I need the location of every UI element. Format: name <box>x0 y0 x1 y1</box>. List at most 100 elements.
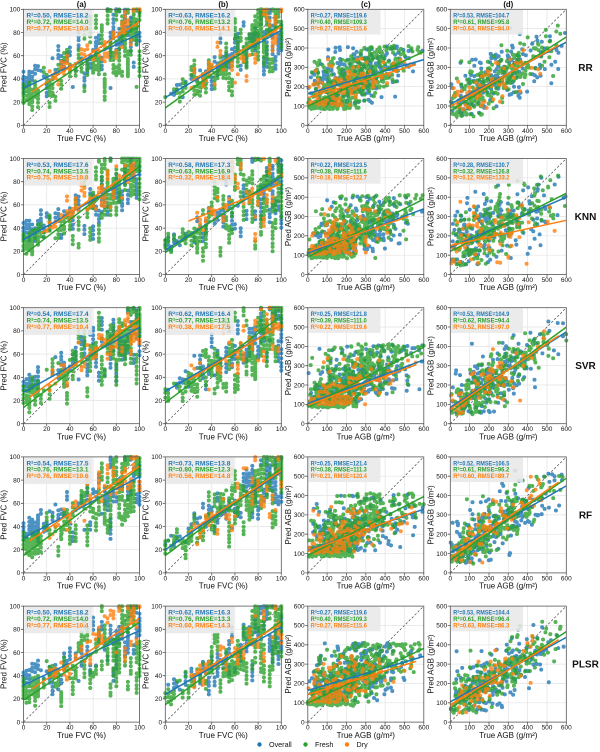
svg-text:R²=0.27, RMSE=115.6: R²=0.27, RMSE=115.6 <box>311 622 367 629</box>
svg-text:R²=0.73, RMSE=13.8: R²=0.73, RMSE=13.8 <box>168 460 231 467</box>
svg-text:20: 20 <box>13 99 21 106</box>
svg-text:True AGB (g/m²): True AGB (g/m²) <box>337 432 396 441</box>
svg-text:60: 60 <box>13 202 21 209</box>
svg-text:R²=0.72, RMSE=14.0: R²=0.72, RMSE=14.0 <box>27 616 90 623</box>
svg-text:60: 60 <box>231 725 239 732</box>
svg-text:True FVC (%): True FVC (%) <box>199 582 248 591</box>
svg-text:80: 80 <box>254 426 262 433</box>
svg-text:R²=0.60, RMSE=89.7: R²=0.60, RMSE=89.7 <box>453 473 509 480</box>
svg-text:0: 0 <box>306 725 310 732</box>
svg-text:0: 0 <box>17 421 21 428</box>
svg-text:300: 300 <box>360 725 371 732</box>
svg-text:R²=0.75, RMSE=10.8: R²=0.75, RMSE=10.8 <box>27 175 90 182</box>
svg-text:80: 80 <box>113 426 121 433</box>
svg-text:300: 300 <box>436 512 447 519</box>
svg-text:0: 0 <box>163 426 167 433</box>
svg-text:300: 300 <box>294 512 305 519</box>
svg-text:60: 60 <box>13 650 21 657</box>
svg-text:R²=0.38, RMSE=111.6: R²=0.38, RMSE=111.6 <box>311 168 367 175</box>
svg-text:60: 60 <box>231 426 239 433</box>
svg-text:100: 100 <box>9 305 20 312</box>
svg-text:R²=0.53, RMSE=104.9: R²=0.53, RMSE=104.9 <box>453 311 509 318</box>
svg-text:100: 100 <box>294 700 305 707</box>
svg-text:R²=0.56, RMSE=14.8: R²=0.56, RMSE=14.8 <box>168 473 231 480</box>
svg-text:500: 500 <box>542 128 553 135</box>
svg-text:R²=0.18, RMSE=122.7: R²=0.18, RMSE=122.7 <box>311 175 367 182</box>
svg-text:60: 60 <box>89 725 97 732</box>
svg-text:500: 500 <box>436 623 447 630</box>
svg-text:200: 200 <box>341 725 352 732</box>
svg-text:0: 0 <box>448 128 452 135</box>
svg-text:500: 500 <box>399 128 410 135</box>
svg-text:20: 20 <box>155 547 163 554</box>
svg-text:Pred FVC (%): Pred FVC (%) <box>0 191 9 241</box>
svg-text:40: 40 <box>208 426 216 433</box>
svg-text:R²=0.60, RMSE=14.1: R²=0.60, RMSE=14.1 <box>168 26 231 33</box>
svg-text:500: 500 <box>436 175 447 182</box>
svg-text:R²=0.77, RMSE=10.4: R²=0.77, RMSE=10.4 <box>27 324 90 331</box>
svg-text:100: 100 <box>151 156 162 163</box>
svg-text:60: 60 <box>13 351 21 358</box>
svg-text:40: 40 <box>155 375 163 382</box>
svg-text:R²=0.40, RMSE=109.3: R²=0.40, RMSE=109.3 <box>311 19 367 26</box>
svg-text:500: 500 <box>294 175 305 182</box>
svg-text:R²=0.74, RMSE=13.5: R²=0.74, RMSE=13.5 <box>27 318 90 325</box>
svg-text:R²=0.76, RMSE=10.6: R²=0.76, RMSE=10.6 <box>27 473 90 480</box>
svg-text:40: 40 <box>155 225 163 232</box>
svg-text:300: 300 <box>360 128 371 135</box>
svg-text:0: 0 <box>306 575 310 582</box>
svg-text:400: 400 <box>380 277 391 284</box>
svg-text:200: 200 <box>341 575 352 582</box>
svg-text:R²=0.53, RMSE=17.6: R²=0.53, RMSE=17.6 <box>27 162 90 169</box>
svg-text:400: 400 <box>522 128 533 135</box>
svg-text:60: 60 <box>13 501 21 508</box>
svg-text:R²=0.27, RMSE=119.6: R²=0.27, RMSE=119.6 <box>311 610 367 617</box>
svg-text:100: 100 <box>436 402 447 409</box>
svg-text:60: 60 <box>155 650 163 657</box>
svg-text:100: 100 <box>134 128 145 135</box>
svg-text:0: 0 <box>443 719 447 726</box>
svg-text:100: 100 <box>9 156 20 163</box>
svg-text:100: 100 <box>436 103 447 110</box>
svg-text:20: 20 <box>155 249 163 256</box>
svg-text:200: 200 <box>294 84 305 91</box>
svg-text:True FVC (%): True FVC (%) <box>57 731 106 740</box>
svg-text:400: 400 <box>380 725 391 732</box>
svg-text:500: 500 <box>542 575 553 582</box>
svg-text:400: 400 <box>436 45 447 52</box>
svg-text:20: 20 <box>43 725 51 732</box>
svg-text:0: 0 <box>448 426 452 433</box>
svg-text:200: 200 <box>341 277 352 284</box>
svg-text:200: 200 <box>294 681 305 688</box>
svg-text:R²=0.63, RMSE=86.3: R²=0.63, RMSE=86.3 <box>453 622 509 629</box>
svg-text:500: 500 <box>436 26 447 33</box>
svg-text:40: 40 <box>208 575 216 582</box>
svg-text:80: 80 <box>13 328 21 335</box>
svg-text:500: 500 <box>294 324 305 331</box>
svg-text:100: 100 <box>322 725 333 732</box>
svg-text:True AGB (g/m²): True AGB (g/m²) <box>337 582 396 591</box>
svg-text:500: 500 <box>294 623 305 630</box>
svg-text:80: 80 <box>254 277 262 284</box>
svg-text:80: 80 <box>254 128 262 135</box>
svg-text:60: 60 <box>89 128 97 135</box>
svg-text:20: 20 <box>155 398 163 405</box>
svg-text:100: 100 <box>294 402 305 409</box>
svg-text:40: 40 <box>13 524 21 531</box>
svg-text:200: 200 <box>484 128 495 135</box>
svg-text:100: 100 <box>436 551 447 558</box>
svg-text:600: 600 <box>294 305 305 312</box>
svg-text:60: 60 <box>13 53 21 60</box>
svg-text:300: 300 <box>294 363 305 370</box>
svg-text:R²=0.50, RMSE=18.2: R²=0.50, RMSE=18.2 <box>27 13 90 20</box>
svg-text:300: 300 <box>360 277 371 284</box>
svg-text:20: 20 <box>185 725 193 732</box>
svg-text:200: 200 <box>341 426 352 433</box>
svg-text:R²=0.76, RMSE=13.3: R²=0.76, RMSE=13.3 <box>168 616 231 623</box>
svg-text:40: 40 <box>66 426 74 433</box>
svg-text:400: 400 <box>294 642 305 649</box>
svg-text:40: 40 <box>13 673 21 680</box>
svg-text:200: 200 <box>484 725 495 732</box>
svg-text:600: 600 <box>294 454 305 461</box>
svg-text:40: 40 <box>66 128 74 135</box>
